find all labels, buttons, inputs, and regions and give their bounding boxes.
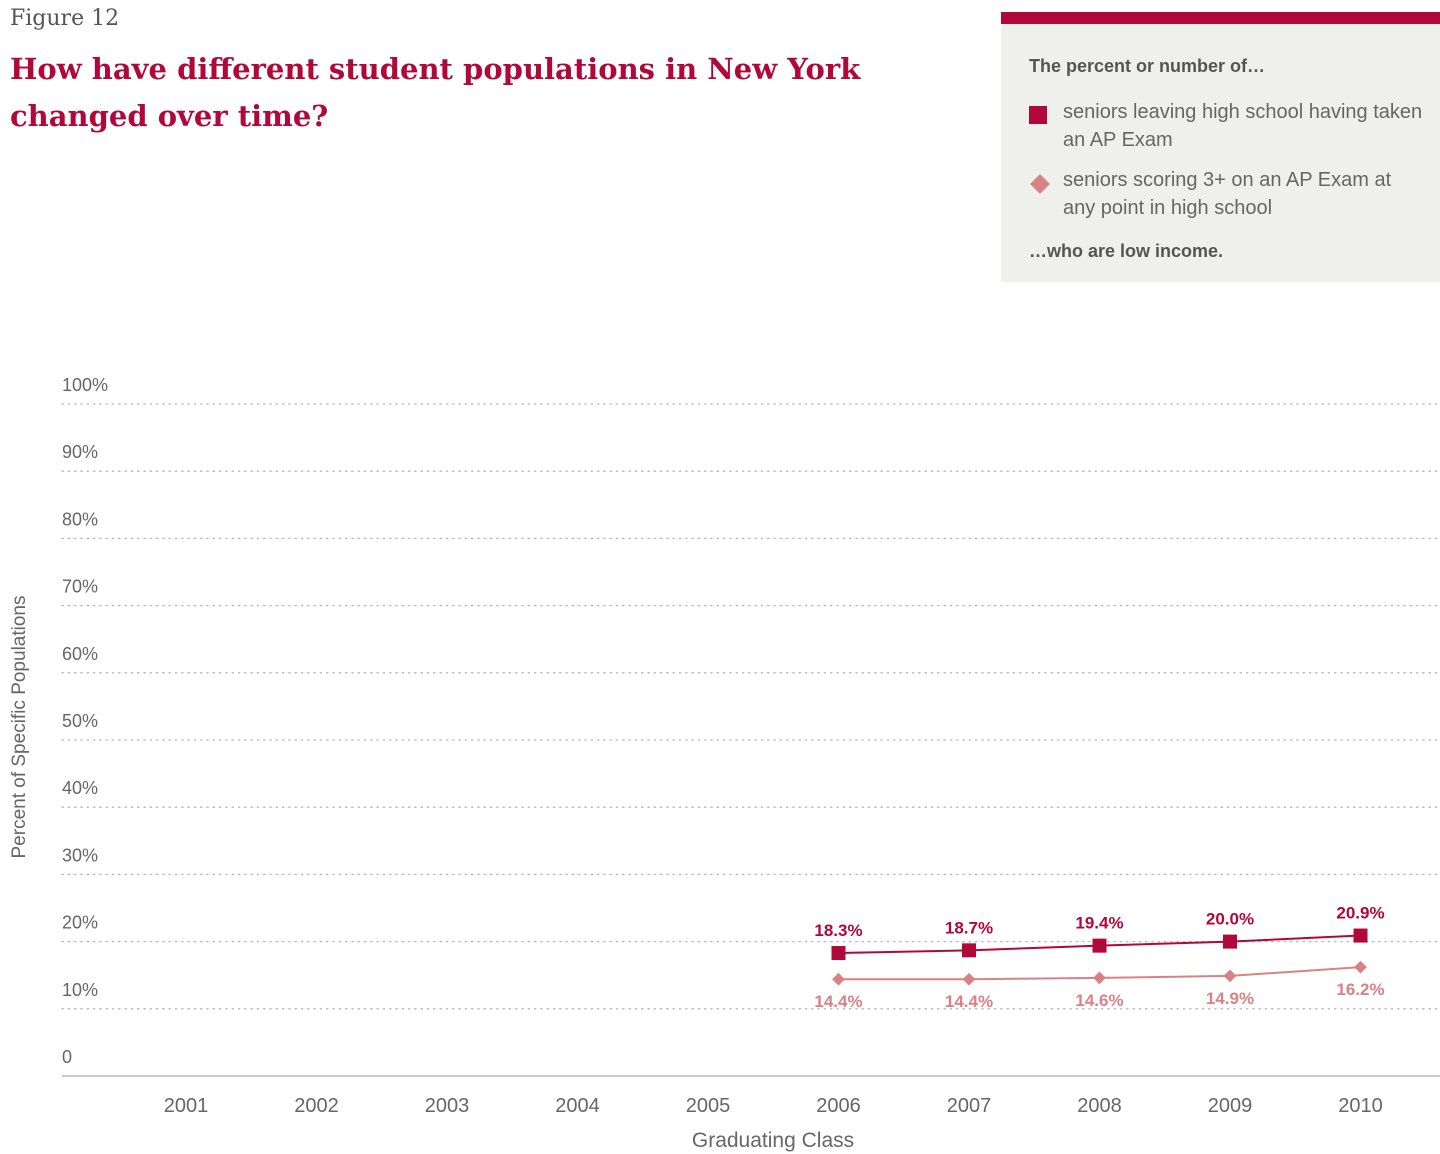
square-marker-icon	[1029, 106, 1047, 124]
y-tick-label: 0	[62, 1047, 72, 1067]
x-tick-label: 2005	[686, 1095, 731, 1117]
y-tick-label: 30%	[62, 845, 98, 865]
legend-footer: …who are low income.	[1029, 241, 1224, 261]
data-point-marker	[1223, 969, 1237, 983]
figure-label: Figure 12	[10, 6, 120, 31]
x-tick-label: 2007	[947, 1095, 992, 1117]
x-tick-label: 2004	[555, 1095, 600, 1117]
y-tick-label: 100%	[62, 375, 108, 395]
data-label: 18.3%	[814, 921, 862, 940]
data-point-marker	[1093, 971, 1106, 985]
data-point-marker	[962, 972, 976, 986]
y-tick-label: 10%	[62, 980, 98, 1000]
x-tick-label: 2003	[425, 1095, 470, 1117]
y-axis-label: Percent of Specific Populations	[9, 595, 30, 859]
data-label: 20.9%	[1336, 904, 1384, 923]
data-point-marker	[1354, 960, 1367, 974]
x-tick-label: 2010	[1338, 1095, 1383, 1117]
data-label: 14.6%	[1075, 991, 1123, 1010]
data-point-marker	[832, 972, 845, 986]
data-label: 16.2%	[1336, 980, 1384, 999]
data-label: 14.4%	[814, 992, 862, 1011]
legend-item-label: seniors scoring 3+ on an AP Exam at any …	[1063, 169, 1392, 219]
x-tick-label: 2006	[816, 1095, 861, 1117]
data-point-marker	[1092, 938, 1107, 953]
data-point-marker	[1223, 934, 1237, 949]
data-label: 20.0%	[1206, 910, 1254, 929]
data-label: 14.4%	[945, 992, 993, 1011]
y-tick-label: 60%	[62, 644, 98, 664]
data-label: 19.4%	[1075, 914, 1123, 933]
data-point-marker	[1353, 928, 1368, 943]
legend: The percent or number of… seniors leavin…	[1001, 12, 1440, 282]
x-tick-label: 2001	[164, 1095, 209, 1117]
x-tick-label: 2009	[1208, 1095, 1253, 1117]
legend-heading: The percent or number of…	[1029, 56, 1266, 76]
x-tick-label: 2008	[1077, 1095, 1122, 1117]
legend-item-label: seniors leaving high school having taken…	[1063, 101, 1423, 151]
y-tick-label: 50%	[62, 711, 98, 731]
y-tick-label: 70%	[62, 577, 98, 597]
data-label: 18.7%	[945, 918, 993, 937]
data-point-marker	[831, 946, 846, 961]
x-tick-label: 2002	[294, 1095, 339, 1117]
data-label: 14.9%	[1206, 989, 1254, 1008]
y-tick-label: 40%	[62, 778, 98, 798]
chart-title: How have different student populations i…	[10, 52, 861, 133]
data-point-marker	[962, 943, 976, 958]
x-axis-label: Graduating Class	[691, 1129, 855, 1152]
y-tick-label: 90%	[62, 442, 98, 462]
y-tick-label: 80%	[62, 509, 98, 529]
y-tick-label: 20%	[62, 913, 98, 933]
